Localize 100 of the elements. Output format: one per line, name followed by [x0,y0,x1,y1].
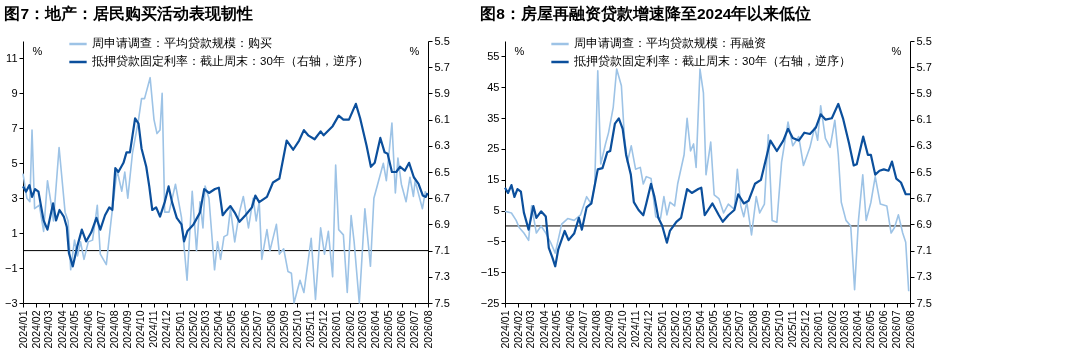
y-tick-label: 3 [11,191,18,204]
x-tick-label: 2025/06 [720,310,733,349]
y-tick-label: −1 [4,261,18,274]
x-tick-label: 2026/08 [421,310,434,349]
x-tick-label: 2024/05 [68,310,81,349]
x-tick-label: 2024/05 [550,310,563,349]
x-tick-label: 2024/02 [29,310,42,349]
x-tick-label: 2024/06 [81,310,94,349]
y2-tick-label: 6.5 [434,165,450,178]
y2-axis-title: % [409,44,420,57]
x-tick-label: 2025/01 [655,310,668,349]
y2-tick-label: 5.5 [434,34,450,47]
y2-tick-label: 6.1 [916,113,932,126]
y2-tick-label: 6.9 [916,217,932,230]
x-tick-label: 2025/10 [772,310,785,349]
y2-tick-label: 7.5 [916,296,932,309]
x-tick-label: 2025/07 [733,310,746,349]
x-tick-label: 2026/03 [837,310,850,349]
x-tick-label: 2026/04 [369,310,382,349]
y-tick-label: 35 [487,111,500,124]
x-tick-label: 2025/08 [746,310,759,349]
y-axis-title: % [32,44,43,57]
y2-tick-label: 7.5 [434,296,450,309]
x-tick-label: 2026/06 [877,310,890,349]
legend-label: 抵押贷款固定利率：截止周末：30年（右轴，逆序） [91,54,369,68]
legend-label: 周申请调查：平均贷款规模：再融资 [574,37,766,50]
x-tick-label: 2024/08 [107,310,120,349]
x-tick-label: 2024/11 [147,310,160,348]
x-tick-label: 2026/05 [381,310,394,349]
x-tick-label: 2025/12 [799,310,812,349]
x-tick-label: 2026/05 [863,310,876,349]
y2-tick-label: 5.9 [916,86,932,99]
y2-tick-label: 6.5 [916,165,932,178]
x-tick-label: 2025/09 [278,310,291,349]
legend-label: 抵押贷款固定利率：截止周末：30年（右轴，逆序） [573,54,851,68]
x-tick-label: 2025/11 [304,310,317,348]
x-tick-label: 2025/11 [786,310,799,348]
x-tick-label: 2026/02 [343,310,356,349]
y-tick-label: 25 [487,142,500,155]
x-tick-label: 2024/09 [121,310,134,349]
x-tick-label: 2024/01 [16,310,29,349]
y-tick-label: 45 [487,80,500,93]
x-tick-label: 2024/12 [160,310,173,349]
y2-tick-label: 5.5 [916,34,932,47]
x-tick-label: 2024/06 [563,310,576,349]
x-tick-label: 2024/10 [616,310,629,349]
x-tick-label: 2024/03 [42,310,55,349]
x-tick-label: 2026/07 [408,310,421,349]
y2-tick-label: 7.1 [434,244,450,257]
x-tick-label: 2024/08 [589,310,602,349]
x-tick-label: 2024/02 [511,310,524,349]
y-tick-label: 55 [487,49,500,62]
x-tick-label: 2025/03 [199,310,212,349]
y-tick-label: 1 [11,226,18,239]
x-tick-label: 2025/09 [760,310,773,349]
x-tick-label: 2025/12 [317,310,330,349]
x-tick-label: 2026/06 [395,310,408,349]
x-tick-label: 2024/07 [94,310,107,349]
x-tick-label: 2026/04 [851,310,864,349]
x-tick-label: 2026/03 [355,310,368,349]
legend-label: 周申请调查：平均贷款规模：购买 [92,37,272,50]
x-tick-label: 2025/05 [225,310,238,349]
y-tick-label: 5 [493,204,500,217]
y-axis-title: % [514,44,525,57]
x-tick-label: 2024/07 [576,310,589,349]
y2-tick-label: 6.1 [434,113,450,126]
x-tick-label: 2024/09 [603,310,616,349]
y-tick-label: 9 [11,86,18,99]
y2-tick-label: 5.9 [434,86,450,99]
x-tick-label: 2026/07 [890,310,903,349]
x-tick-label: 2024/01 [498,310,511,349]
y2-tick-label: 7.3 [434,270,450,283]
y2-tick-label: 6.7 [916,191,932,204]
y2-tick-label: 7.3 [916,270,932,283]
x-tick-label: 2025/04 [212,310,225,349]
x-tick-label: 2025/07 [251,310,264,349]
x-tick-label: 2025/01 [173,310,186,349]
x-tick-label: 2024/12 [642,310,655,349]
y-tick-label: 7 [11,121,18,134]
y2-tick-label: 6.3 [916,139,932,152]
x-tick-label: 2025/05 [707,310,720,349]
y-tick-label: −25 [480,296,500,309]
x-tick-label: 2025/03 [681,310,694,349]
y-tick-label: −3 [4,296,18,309]
x-tick-label: 2026/01 [330,310,343,349]
y2-tick-label: 5.7 [434,60,450,73]
x-tick-label: 2025/04 [694,310,707,349]
x-tick-label: 2024/03 [524,310,537,349]
y-tick-label: 11 [6,51,18,64]
y-tick-label: −15 [480,265,500,278]
x-tick-label: 2024/04 [55,310,68,349]
x-tick-label: 2025/02 [669,310,681,349]
x-tick-label: 2024/11 [629,310,642,348]
y2-tick-label: 5.7 [916,60,932,73]
x-tick-label: 2024/04 [537,310,550,349]
x-tick-label: 2026/08 [903,310,916,349]
y2-tick-label: 6.3 [434,139,450,152]
y-tick-label: −5 [486,234,500,247]
y2-tick-label: 6.9 [434,217,450,230]
x-tick-label: 2025/02 [187,310,199,349]
